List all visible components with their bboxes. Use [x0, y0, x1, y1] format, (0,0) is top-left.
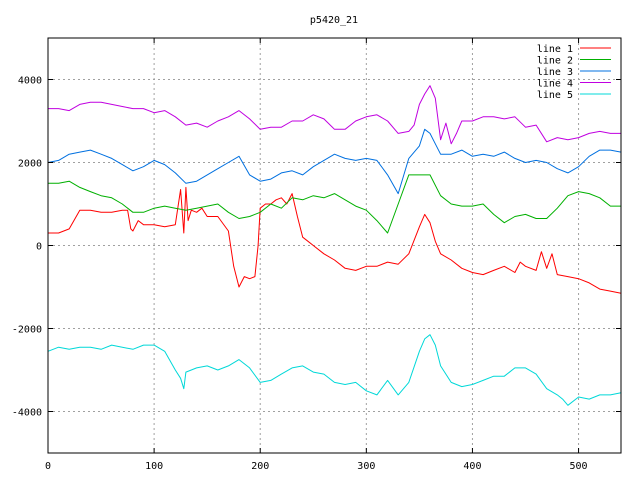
series-line-1 [48, 186, 622, 294]
x-tick-label: 400 [463, 461, 481, 472]
legend-label-3: line 3 [537, 67, 573, 78]
legend-label-2: line 2 [537, 56, 573, 67]
legend-label-5: line 5 [537, 90, 573, 101]
legend-label-4: line 4 [537, 79, 573, 90]
ticks-layer: 0 100 200 300 400 500 -4000 -2000 0 2000 4000 [12, 38, 621, 472]
x-tick-label: 500 [570, 461, 588, 472]
series-layer [47, 85, 622, 406]
y-tick-label: 0 [36, 242, 42, 253]
y-tick-label: 2000 [18, 159, 42, 170]
chart-title: p5420_21 [310, 15, 358, 26]
x-tick-label: 100 [145, 461, 163, 472]
x-tick-label: 300 [357, 461, 375, 472]
series-line-2 [48, 174, 621, 234]
series-line-3 [47, 128, 622, 195]
legend-label-1: line 1 [537, 44, 573, 55]
y-tick-label: 4000 [18, 76, 42, 87]
series-line-4 [48, 85, 621, 145]
x-tick-label: 200 [251, 461, 269, 472]
series-line-5 [47, 334, 622, 406]
x-tick-label: 0 [45, 461, 51, 472]
y-tick-label: -4000 [12, 408, 42, 419]
y-tick-label: -2000 [12, 325, 42, 336]
grid-layer [48, 38, 621, 453]
